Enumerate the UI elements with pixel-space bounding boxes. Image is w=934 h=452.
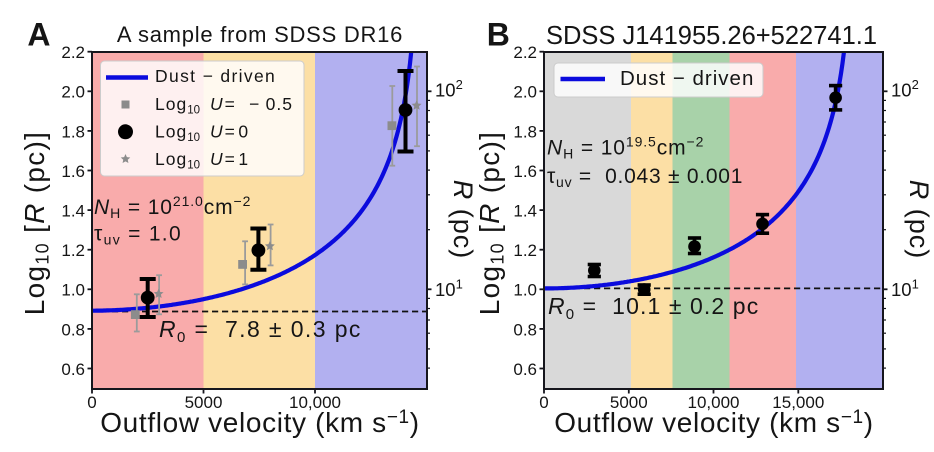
svg-text:A: A (27, 17, 50, 53)
svg-text:τuv = 0.043 ± 0.001: τuv = 0.043 ± 0.001 (547, 165, 743, 190)
svg-text:Log10 [R (pc)]: Log10 [R (pc)] (19, 131, 53, 316)
svg-text:1.4: 1.4 (513, 202, 537, 221)
svg-text:5000: 5000 (185, 393, 223, 412)
svg-text:0.8: 0.8 (61, 320, 85, 339)
svg-text:0: 0 (539, 393, 548, 412)
svg-text:R (pc): R (pc) (904, 180, 934, 260)
svg-text:5000: 5000 (610, 393, 648, 412)
svg-text:1.8: 1.8 (61, 122, 85, 141)
svg-text:2.2: 2.2 (61, 43, 85, 62)
svg-text:1.0: 1.0 (61, 281, 85, 300)
svg-text:NH = 1019.5cm−2: NH = 1019.5cm−2 (547, 134, 704, 162)
svg-text:1.4: 1.4 (61, 202, 85, 221)
svg-text:1.6: 1.6 (513, 162, 537, 181)
svg-text:Outflow velocity (km s−1): Outflow velocity (km s−1) (554, 407, 874, 438)
svg-text:15,000: 15,000 (772, 393, 824, 412)
svg-text:τuv = 1.0: τuv = 1.0 (94, 223, 182, 248)
svg-text:0.8: 0.8 (513, 320, 537, 339)
svg-text:SDSS J141955.26+522741.1: SDSS J141955.26+522741.1 (546, 22, 877, 50)
svg-text:Outflow velocity (km s−1): Outflow velocity (km s−1) (100, 407, 420, 438)
svg-text:B: B (487, 17, 510, 53)
svg-text:1.0: 1.0 (513, 281, 537, 300)
svg-text:Log10 [R (pc)]: Log10 [R (pc)] (474, 131, 508, 316)
svg-text:R0 = 10.1 ± 0.2 pc: R0 = 10.1 ± 0.2 pc (548, 293, 759, 323)
svg-text:0.6: 0.6 (61, 360, 85, 379)
svg-text:2.0: 2.0 (513, 83, 537, 102)
svg-text:Dust − driven: Dust − driven (155, 66, 276, 86)
svg-text:1.6: 1.6 (61, 162, 85, 181)
svg-text:2.2: 2.2 (513, 43, 537, 62)
svg-text:2.0: 2.0 (61, 83, 85, 102)
svg-text:0: 0 (87, 393, 96, 412)
svg-text:R0 = 7.8 ± 0.3 pc: R0 = 7.8 ± 0.3 pc (159, 316, 362, 346)
svg-text:0.6: 0.6 (513, 360, 537, 379)
svg-text:NH = 1021.0cm−2: NH = 1021.0cm−2 (94, 193, 251, 221)
svg-text:1.8: 1.8 (513, 122, 537, 141)
svg-text:A sample from SDSS DR16: A sample from SDSS DR16 (117, 22, 403, 47)
svg-text:10,000: 10,000 (289, 393, 341, 412)
svg-text:10,000: 10,000 (688, 393, 740, 412)
svg-text:R (pc): R (pc) (448, 180, 478, 260)
svg-text:Dust − driven: Dust − driven (620, 67, 754, 90)
svg-text:1.2: 1.2 (61, 241, 85, 260)
svg-text:1.2: 1.2 (513, 241, 537, 260)
